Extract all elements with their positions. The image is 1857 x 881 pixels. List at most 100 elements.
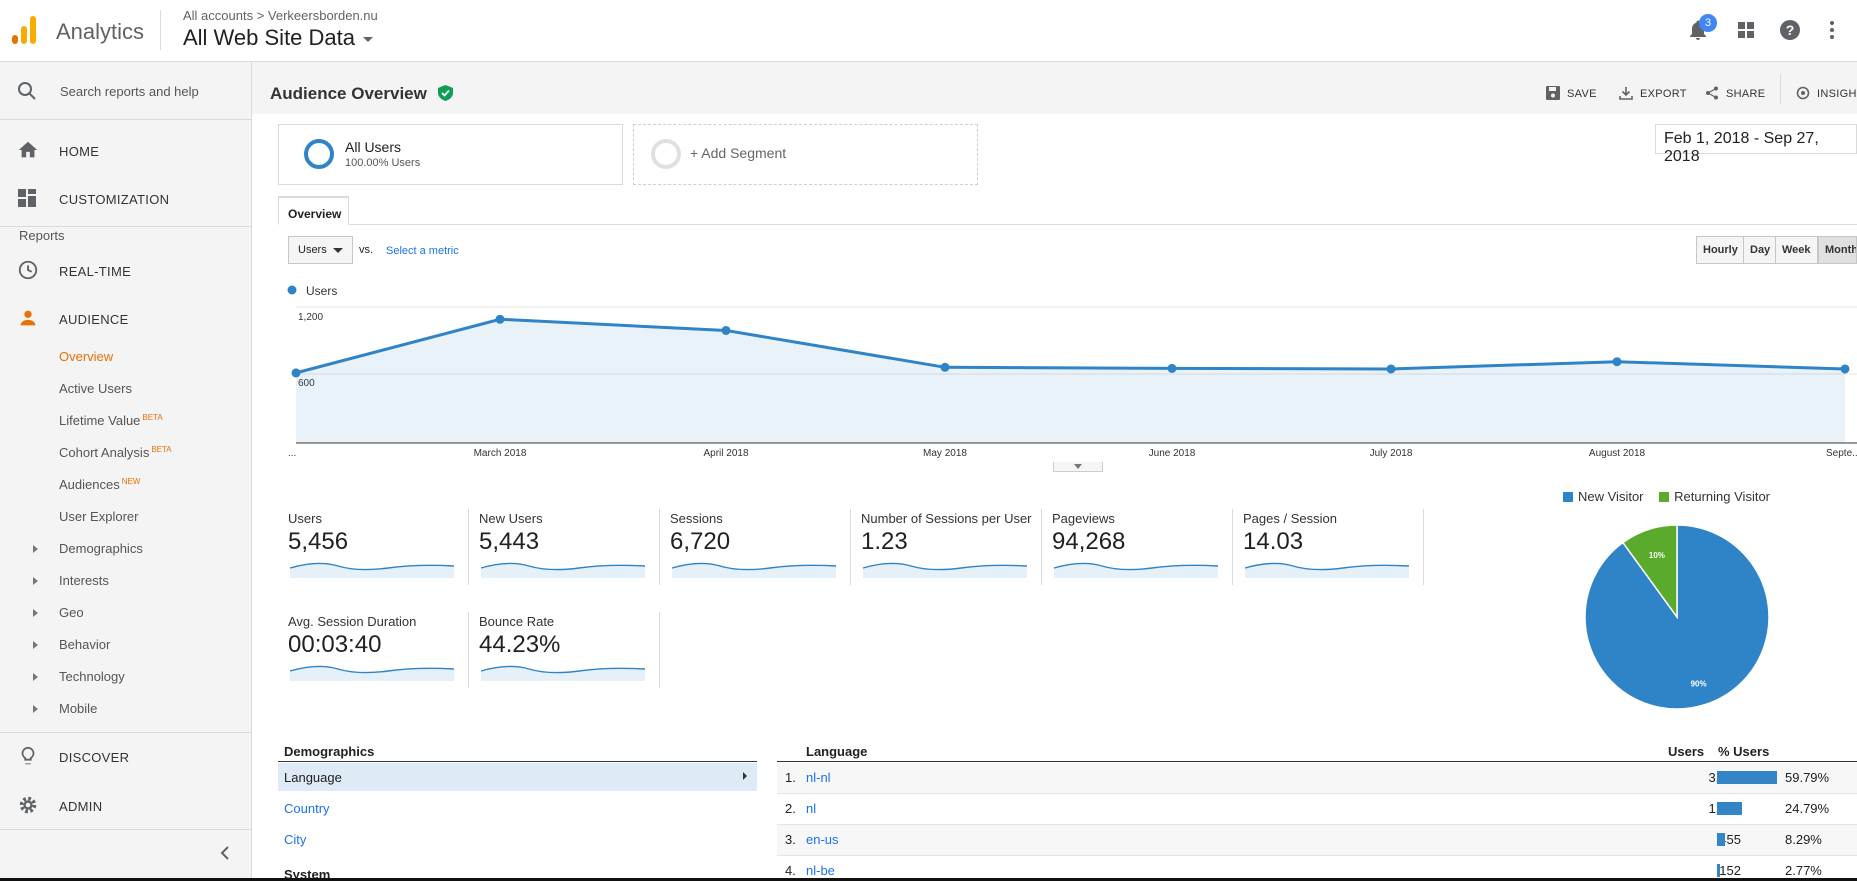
analytics-logo-icon[interactable] <box>12 16 38 44</box>
legend-swatch <box>1563 492 1573 502</box>
geo-expander[interactable]: Geo <box>33 605 249 637</box>
collapse-sidebar-icon[interactable] <box>219 846 231 860</box>
y-tick-label: 600 <box>298 378 315 389</box>
user-explorer-label: User Explorer <box>59 509 139 524</box>
kpi-card[interactable]: Avg. Session Duration 00:03:40 <box>288 614 456 681</box>
row-users-value: 152 <box>1719 863 1741 878</box>
kpi-card[interactable]: Pages / Session 14.03 <box>1243 511 1411 578</box>
notification-badge: 3 <box>1699 14 1717 32</box>
technology-expander[interactable]: Technology <box>33 669 249 701</box>
new-badge: NEW <box>121 477 141 486</box>
row-language-link[interactable]: nl-nl <box>806 770 831 785</box>
kpi-card[interactable]: Number of Sessions per User 1.23 <box>861 511 1032 578</box>
caret-right-icon <box>33 609 38 617</box>
insights-button[interactable]: INSIGHTS <box>1796 86 1857 100</box>
behavior-expander[interactable]: Behavior <box>33 637 249 669</box>
nav-discover[interactable]: DISCOVER <box>0 738 251 774</box>
table-row[interactable]: 3. en-us 455 8.29% <box>777 825 1857 855</box>
segment-all-users[interactable]: All Users 100.00% Users <box>278 124 623 185</box>
nav-admin[interactable]: ADMIN <box>0 787 251 823</box>
lifetime-value-link[interactable]: Lifetime Value BETA <box>59 413 249 445</box>
cohort-analysis-link[interactable]: Cohort Analysis BETA <box>59 445 249 477</box>
user-explorer-link[interactable]: User Explorer <box>59 509 249 541</box>
more-vert-icon[interactable] <box>1820 18 1844 42</box>
kpi-sparkline <box>1053 562 1219 578</box>
demographics-country-link[interactable]: Country <box>284 801 330 816</box>
demographics-heading: Demographics <box>284 744 375 759</box>
tab-overview-label: Overview <box>288 207 342 221</box>
nav-audience[interactable]: AUDIENCE <box>0 300 251 336</box>
divider <box>659 612 660 688</box>
data-point[interactable] <box>1386 364 1396 374</box>
granularity-hourly-button[interactable]: Hourly <box>1696 236 1745 264</box>
x-tick-label: ... <box>288 448 296 459</box>
granularity-day-button[interactable]: Day <box>1743 236 1778 264</box>
select-metric-link[interactable]: Select a metric <box>386 245 459 257</box>
help-icon[interactable]: ? <box>1778 18 1802 42</box>
nav-home[interactable]: HOME <box>0 132 251 168</box>
date-range-picker[interactable]: Feb 1, 2018 - Sep 27, 2018 <box>1655 124 1857 165</box>
tab-overview[interactable]: Overview <box>278 196 349 225</box>
data-point[interactable] <box>1167 363 1177 373</box>
save-button[interactable]: SAVE <box>1546 86 1597 100</box>
audience-overview-link[interactable]: Overview <box>59 349 249 381</box>
demographics-city-link[interactable]: City <box>284 832 307 847</box>
demographics-expander[interactable]: Demographics <box>33 541 249 573</box>
home-icon <box>18 141 38 158</box>
kpi-card[interactable]: New Users 5,443 <box>479 511 647 578</box>
divider <box>278 761 757 762</box>
apps-grid-icon[interactable] <box>1734 18 1758 42</box>
search-icon <box>18 82 36 100</box>
x-tick-label: June 2018 <box>1149 448 1196 459</box>
property-selector[interactable]: All Web Site Data <box>183 25 374 51</box>
top-bar: Analytics All accounts > Verkeersborden.… <box>0 0 1857 62</box>
audiences-link[interactable]: Audiences NEW <box>59 477 249 509</box>
data-point[interactable] <box>1840 364 1850 374</box>
caret-right-icon <box>33 673 38 681</box>
search-bar[interactable]: Search reports and help <box>0 62 251 119</box>
table-row[interactable]: 2.nl1,36124.79% <box>777 794 1857 824</box>
kpi-card[interactable]: Bounce Rate 44.23% <box>479 614 647 681</box>
data-point[interactable] <box>940 362 950 372</box>
demographics-language-item[interactable]: Language <box>278 763 757 791</box>
vs-label: vs. <box>359 244 374 256</box>
interests-expander[interactable]: Interests <box>33 573 249 605</box>
users-series-line <box>295 317 1846 375</box>
divider <box>1232 509 1233 585</box>
data-point[interactable] <box>1612 357 1622 367</box>
pie-slice-returning-visitor[interactable] <box>1621 524 1678 620</box>
granularity-month-button[interactable]: Month <box>1818 236 1857 264</box>
table-row[interactable]: 1.nl-nl3,28359.79% <box>777 763 1857 793</box>
active-users-link[interactable]: Active Users <box>59 381 249 413</box>
kpi-card[interactable]: Users 5,456 <box>288 511 456 578</box>
row-pct-value: 8.29% <box>1785 832 1822 847</box>
page-title: Audience Overview <box>270 84 453 104</box>
row-rank: 2. <box>785 801 796 816</box>
row-language-link[interactable]: nl-be <box>806 863 835 878</box>
add-segment-button[interactable]: + Add Segment <box>633 124 978 185</box>
nav-real-time[interactable]: REAL-TIME <box>0 252 251 288</box>
data-point[interactable] <box>495 314 505 324</box>
row-language-link[interactable]: nl <box>806 801 817 816</box>
row-language-link[interactable]: en-us <box>806 832 839 847</box>
data-point[interactable] <box>291 368 301 378</box>
kpi-label: Pages / Session <box>1243 511 1337 526</box>
export-button[interactable]: EXPORT <box>1619 86 1687 100</box>
sparkline-line <box>289 562 455 571</box>
data-point[interactable] <box>721 325 731 335</box>
date-range-text: Feb 1, 2018 - Sep 27, 2018 <box>1664 130 1819 165</box>
metric-dropdown[interactable]: Users <box>288 236 353 264</box>
nav-real-time-label: REAL-TIME <box>59 264 132 279</box>
mobile-expander[interactable]: Mobile <box>33 701 249 733</box>
nav-customization[interactable]: CUSTOMIZATION <box>0 180 251 216</box>
table-row[interactable]: 4. nl-be 152 2.77% <box>777 856 1857 881</box>
granularity-week-button[interactable]: Week <box>1775 236 1818 264</box>
verified-shield-icon <box>437 85 453 101</box>
kpi-card[interactable]: Sessions 6,720 <box>670 511 838 578</box>
breadcrumb[interactable]: All accounts > Verkeersborden.nu <box>183 8 378 23</box>
kpi-card[interactable]: Pageviews 94,268 <box>1052 511 1220 578</box>
sparkline-fill <box>290 563 454 578</box>
share-button[interactable]: SHARE <box>1705 86 1765 100</box>
chart-collapse-handle[interactable] <box>1053 462 1103 472</box>
search-input[interactable]: Search reports and help <box>60 84 199 99</box>
